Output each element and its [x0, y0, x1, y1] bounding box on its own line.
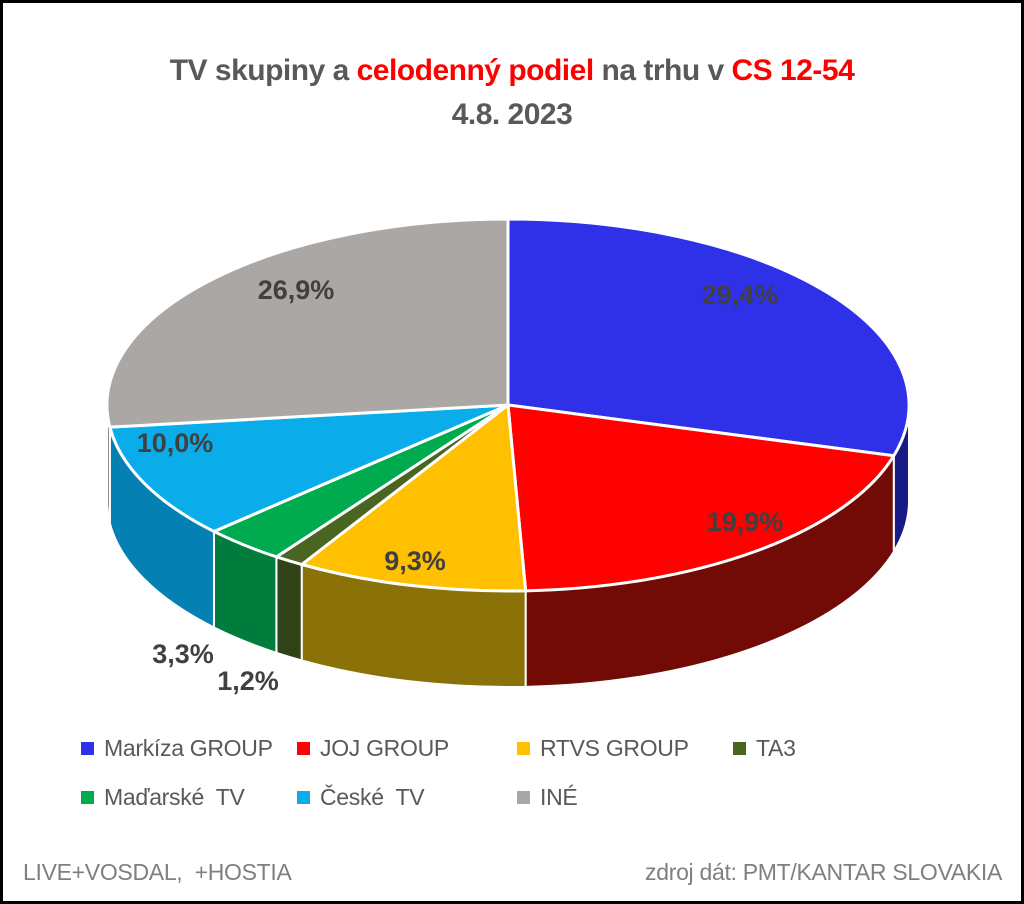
legend-label-4: Maďarské TV: [104, 784, 245, 810]
legend: Markíza GROUP JOJ GROUP RTVS GROUP TA3 Maďar…: [81, 724, 981, 822]
pie-chart: 29,4% 19,9% 9,3% 1,2%3,3% 10,0% 26,9%: [105, 217, 911, 696]
legend-item-4: Maďarské TV: [81, 784, 297, 811]
legend-label-1: JOJ GROUP: [320, 735, 449, 761]
pie-label-2: 9,3%: [384, 546, 446, 576]
title-segment-2: na trhu v: [593, 54, 732, 87]
legend-swatch-1: [297, 742, 310, 755]
legend-label-5: České TV: [320, 784, 425, 810]
title-segment-3: CS 12-54: [731, 54, 855, 87]
legend-swatch-2: [517, 742, 530, 755]
pie-label-3: 1,2%: [217, 666, 279, 696]
legend-item-6: INÉ: [517, 784, 733, 811]
pie-slice-6: [105, 217, 510, 429]
legend-swatch-0: [81, 742, 94, 755]
pie-percentage-labels: 29,4% 19,9% 9,3% 1,2%3,3% 10,0% 26,9%: [137, 275, 784, 696]
pie-side-3: [275, 555, 303, 662]
chart-title-line1: TV skupiny a celodenný podiel na trhu v …: [3, 49, 1021, 93]
pie-slices: [105, 217, 911, 593]
footer: LIVE+VOSDAL, +HOSTIA zdroj dát: PMT/KANT…: [3, 859, 1021, 886]
pie-slice-0: [506, 217, 911, 458]
pie-slice-2: [300, 403, 528, 593]
legend-swatch-4: [81, 791, 94, 804]
legend-label-2: RTVS GROUP: [540, 735, 689, 761]
legend-swatch-3: [733, 742, 746, 755]
pie-slice-5: [108, 403, 510, 533]
footer-note: LIVE+VOSDAL, +HOSTIA: [23, 859, 292, 885]
pie-label-5: 10,0%: [137, 428, 214, 458]
pie-label-1: 19,9%: [707, 507, 784, 537]
title-segment-0: TV skupiny a: [169, 54, 357, 87]
footer-source: zdroj dát: PMT/KANTAR SLOVAKIA: [645, 859, 1002, 885]
pie-slice-1: [506, 403, 896, 593]
legend-item-5: České TV: [297, 784, 517, 811]
legend-swatch-5: [297, 791, 310, 804]
title-segment-1: celodenný podiel: [356, 54, 595, 87]
pie-label-0: 29,4%: [702, 280, 779, 310]
chart-title-date: 4.8. 2023: [451, 98, 573, 131]
chart-title: TV skupiny a celodenný podiel na trhu v …: [3, 49, 1021, 137]
legend-item-0: Markíza GROUP: [81, 735, 297, 762]
legend-label-3: TA3: [756, 735, 796, 761]
legend-item-1: JOJ GROUP: [297, 735, 517, 762]
legend-item-2: RTVS GROUP: [517, 735, 733, 762]
legend-swatch-6: [517, 791, 530, 804]
legend-label-0: Markíza GROUP: [104, 735, 273, 761]
legend-label-6: INÉ: [540, 784, 578, 810]
pie-label-6: 26,9%: [258, 275, 335, 305]
legend-item-3: TA3: [733, 735, 981, 762]
pie-label-4: 3,3%: [152, 639, 214, 669]
